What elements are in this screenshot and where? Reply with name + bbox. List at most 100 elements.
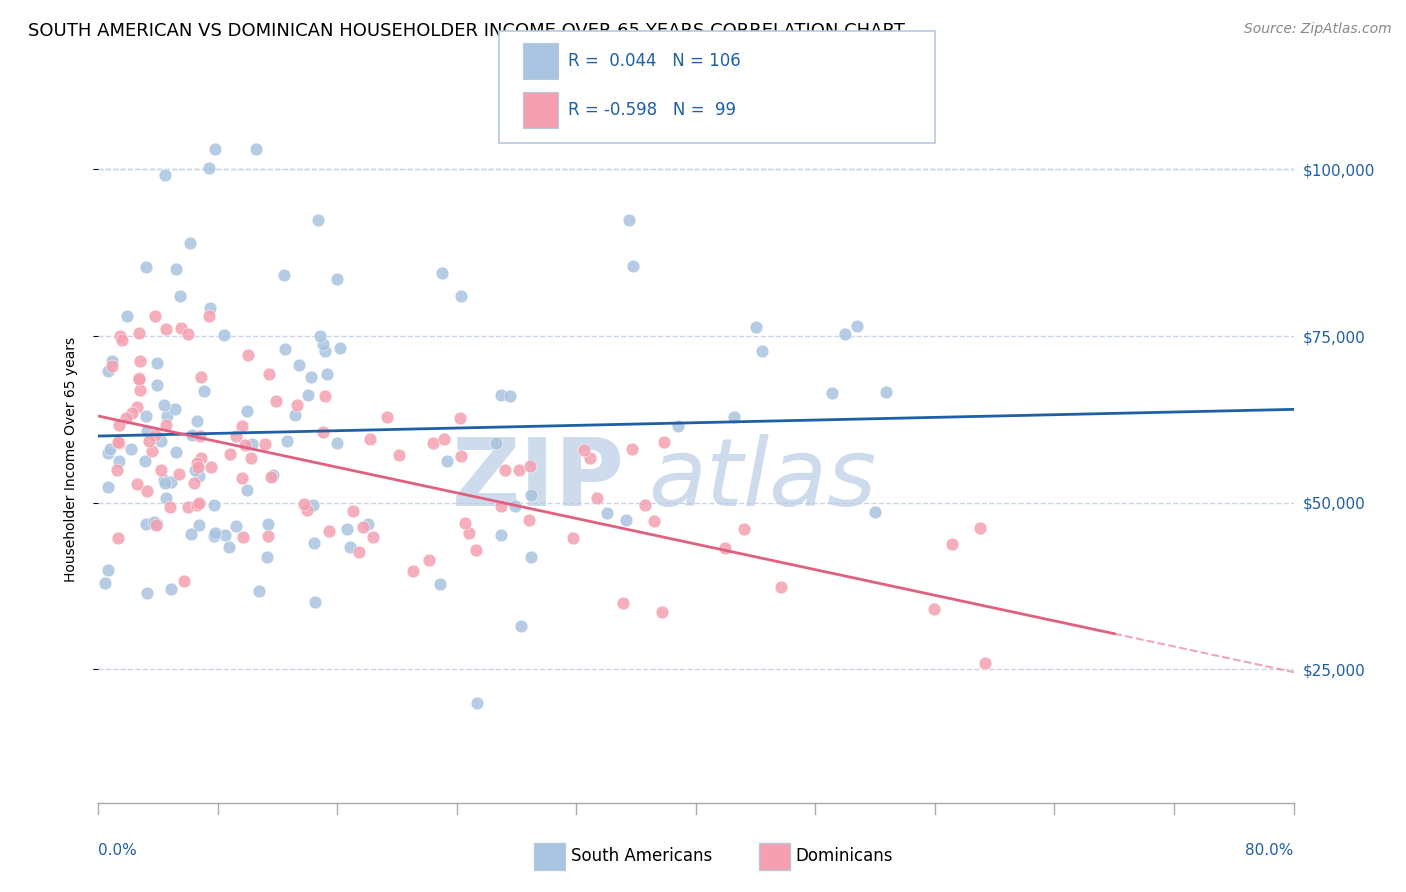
Point [97,364,120,378]
Point [188,496,211,510]
Text: Source: ZipAtlas.com: Source: ZipAtlas.com [1244,22,1392,37]
Point [159,500,181,514]
Point [450,449,472,463]
Point [489,388,512,402]
Point [155,418,177,433]
Point [834,327,856,342]
Point [173,574,195,588]
Point [198,309,221,323]
Point [520,487,543,501]
Point [326,435,349,450]
Point [153,473,176,487]
Point [314,344,336,359]
Point [821,386,844,401]
Point [197,161,219,175]
Point [135,260,157,274]
Point [145,518,167,533]
Point [723,410,745,425]
Point [418,552,440,566]
Point [204,526,226,541]
Text: Dominicans: Dominicans [796,847,893,865]
Point [179,235,201,250]
Point [257,368,280,382]
Point [204,142,226,156]
Point [235,483,257,498]
Point [135,409,157,423]
Point [218,540,240,554]
Point [214,527,236,541]
Point [312,337,335,351]
Point [98,442,121,456]
Point [121,407,143,421]
Point [159,582,181,597]
Point [200,460,222,475]
Point [454,516,477,531]
Text: 0.0%: 0.0% [98,843,138,858]
Point [170,321,193,335]
Point [315,368,337,382]
Point [97,563,120,577]
Text: 80.0%: 80.0% [1246,843,1294,858]
Point [231,471,253,485]
Point [285,398,308,412]
Point [941,536,963,550]
Point [149,434,172,448]
Point [256,516,278,531]
Point [503,499,526,513]
Point [621,259,644,273]
Point [146,378,169,392]
Point [134,454,156,468]
Point [974,656,997,670]
Point [276,434,298,448]
Point [198,301,221,315]
Point [339,540,361,554]
Point [666,419,689,434]
Point [186,414,208,428]
Point [177,326,200,341]
Point [190,369,212,384]
Point [186,498,208,512]
Point [169,288,191,302]
Point [108,329,131,343]
Text: R = -0.598   N =  99: R = -0.598 N = 99 [568,101,735,120]
Point [922,602,945,616]
Point [651,605,673,619]
Point [184,463,207,477]
Point [97,480,120,494]
Point [634,498,657,512]
Point [845,319,868,334]
Point [375,410,398,425]
Point [572,442,595,457]
Point [510,619,533,633]
Point [264,394,287,409]
Point [520,549,543,564]
Point [155,322,177,336]
Point [429,577,451,591]
Point [239,450,262,465]
Point [388,448,411,462]
Point [302,536,325,550]
Point [219,447,242,461]
Point [165,262,187,277]
Point [202,498,225,512]
Point [233,437,256,451]
Point [145,356,167,370]
Point [125,400,148,414]
Text: South Americans: South Americans [571,847,711,865]
Point [329,342,352,356]
Point [326,271,349,285]
Point [128,326,150,340]
Point [242,437,264,451]
Point [155,491,177,505]
Point [167,467,190,481]
Point [128,371,150,385]
Point [969,521,991,535]
Y-axis label: Householder Income Over 65 years: Householder Income Over 65 years [63,337,77,582]
Point [153,476,176,491]
Point [254,436,277,450]
Point [94,575,117,590]
Point [863,505,886,519]
Point [361,530,384,544]
Point [160,475,183,489]
Point [111,334,134,348]
